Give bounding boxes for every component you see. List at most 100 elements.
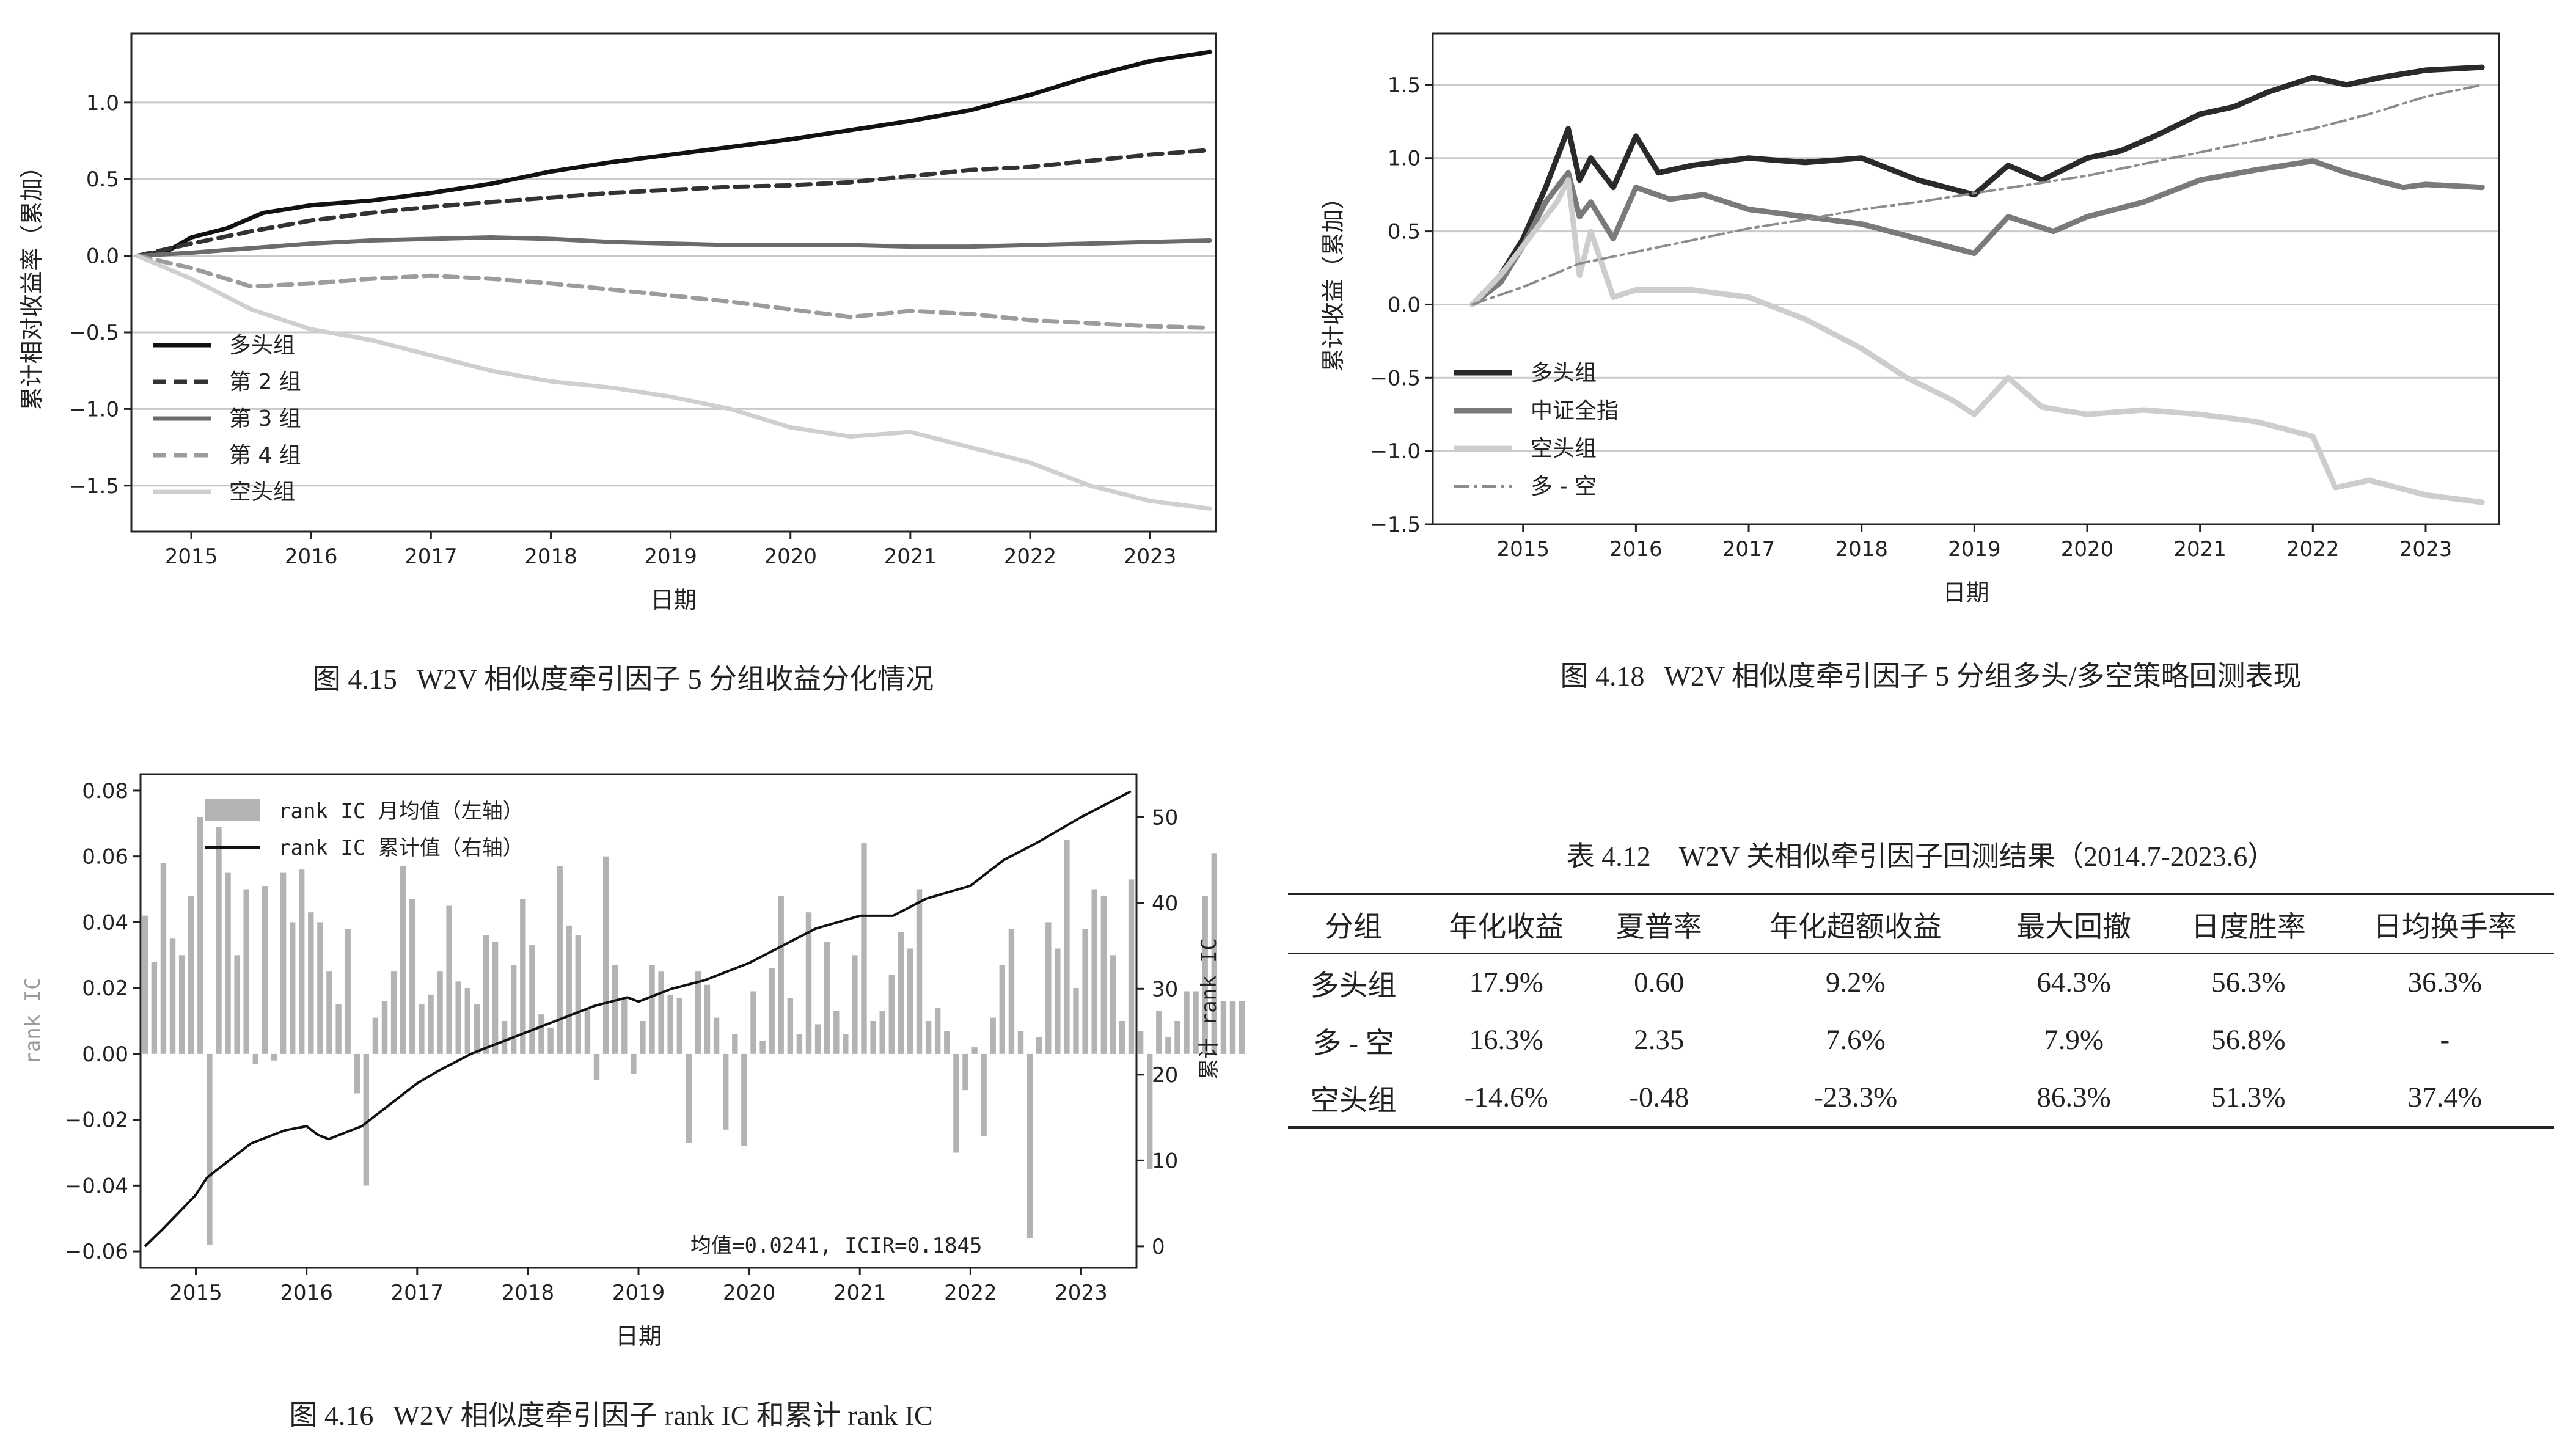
ic-bar (1147, 1053, 1153, 1169)
table-title: 表 4.12 W2V 关相似牵引因子回测结果（2014.7-2023.6） (1566, 841, 2276, 872)
ic-bar (1026, 1053, 1033, 1238)
ic-bar (216, 827, 222, 1054)
ic-bar (981, 1053, 987, 1136)
ic-bar (741, 1053, 747, 1146)
x-tick-label: 2018 (502, 1281, 555, 1305)
x-tick-label: 2015 (169, 1281, 222, 1305)
caption-number: 图 4.16 (289, 1400, 374, 1431)
ic-bar (1137, 1031, 1144, 1054)
ic-bar (207, 1053, 213, 1245)
series-line (1469, 177, 2485, 505)
legend-label: 多头组 (1531, 360, 1597, 386)
table-cell: 17.9% (1469, 967, 1543, 998)
table-cell: 2.35 (1634, 1024, 1685, 1056)
col-header: 年化超额收益 (1724, 893, 1987, 954)
ic-bar (898, 932, 904, 1054)
table-row: 多头组 17.9% 0.60 9.2% 64.3% 56.3% 36.3% (1288, 953, 2554, 1011)
y2-axis-label: 累计 rank IC (1197, 938, 1221, 1080)
ic-bar (658, 971, 664, 1054)
ic-bar (188, 896, 194, 1054)
ic-bar (962, 1053, 968, 1091)
ic-bar (1174, 1021, 1180, 1054)
ic-bar (676, 998, 682, 1054)
col-header: 日度胜率 (2161, 893, 2336, 954)
x-tick-label: 2022 (2286, 537, 2340, 562)
ic-bar (335, 1004, 342, 1054)
ic-bar (326, 971, 332, 1054)
ic-bar (1045, 922, 1052, 1054)
ic-bar (1156, 1011, 1162, 1054)
ic-bar (547, 1027, 554, 1054)
x-tick-label: 2023 (2399, 537, 2453, 562)
legend-label: 第 2 组 (229, 370, 301, 395)
x-tick-label: 2015 (1496, 537, 1550, 562)
ic-bar (778, 896, 784, 1054)
y-tick-label: 1.0 (1388, 147, 1421, 171)
ic-bar (197, 817, 203, 1054)
ic-bar (308, 912, 314, 1054)
ic-bar (446, 905, 452, 1054)
ic-bar (704, 984, 711, 1054)
ic-bar (879, 1011, 885, 1054)
ic-bar (1055, 948, 1061, 1054)
ic-bar (843, 1034, 849, 1054)
y-tick-label: 1.0 (86, 91, 119, 115)
table-row: 多 - 空 16.3% 2.35 7.6% 7.9% 56.8% - (1288, 1011, 2554, 1069)
y-axis-label: rank IC (21, 977, 45, 1064)
series-line (1471, 83, 2484, 306)
legend-label: 多头组 (229, 333, 295, 358)
ic-bar (713, 1017, 720, 1054)
table-cell: 9.2% (1825, 967, 1886, 998)
ic-bar (888, 975, 895, 1054)
x-tick-label: 2016 (280, 1281, 333, 1305)
ic-bar (390, 971, 397, 1054)
ic-bar (280, 872, 287, 1054)
y2-tick-label: 10 (1152, 1149, 1178, 1173)
results-table: 分组 年化收益 夏普率 年化超额收益 最大回撤 日度胜率 日均换手率 多头组 1… (1288, 893, 2554, 1129)
ic-bar (1064, 840, 1070, 1054)
y2-tick-label: 20 (1152, 1063, 1178, 1088)
table-cell: 86.3% (1986, 1069, 2161, 1129)
ic-bar (538, 1014, 544, 1054)
x-axis-label: 日期 (650, 587, 697, 613)
ic-bar (796, 1034, 803, 1054)
x-tick-label: 2020 (2061, 537, 2114, 562)
ic-bar (649, 965, 655, 1054)
table-cell: -14.6% (1419, 1069, 1594, 1129)
y-tick-label: −1.0 (1370, 439, 1421, 464)
ic-bar (317, 922, 323, 1054)
ic-bar (907, 948, 913, 1054)
x-tick-label: 2021 (884, 544, 937, 569)
y-tick-label: −0.06 (65, 1240, 128, 1264)
y-tick-label: 0.02 (82, 976, 128, 1001)
x-axis-label: 日期 (1942, 579, 1989, 606)
ic-bar (695, 971, 701, 1054)
y-tick-label: −1.5 (68, 474, 119, 499)
caption-fig-4-15: 图 4.15 W2V 相似度牵引因子 5 分组收益分化情况 (73, 657, 1173, 697)
table-cell: 空头组 (1288, 1069, 1419, 1129)
ic-bar (483, 935, 489, 1054)
caption-text: W2V 相似度牵引因子 rank IC 和累计 rank IC (393, 1400, 933, 1431)
ic-bar (732, 1034, 738, 1054)
series-line (135, 148, 1212, 258)
x-tick-label: 2016 (1609, 537, 1663, 562)
ic-bar (1082, 929, 1088, 1054)
series-line (135, 254, 1212, 330)
ic-bar (160, 863, 167, 1054)
table-cell: 64.3% (2036, 967, 2111, 998)
stats-annotation: 均值=0.0241, ICIR=0.1845 (690, 1234, 982, 1258)
legend-label: 第 4 组 (229, 443, 301, 468)
ic-bar (1184, 991, 1190, 1054)
ic-bar (750, 991, 756, 1054)
y-tick-label: −1.5 (1370, 513, 1421, 537)
ic-bar (1211, 853, 1217, 1054)
x-tick-label: 2020 (723, 1281, 776, 1305)
table-cell: 0.60 (1634, 967, 1685, 998)
ic-bar (243, 889, 249, 1054)
table-cell: 7.9% (2044, 1024, 2104, 1056)
y-tick-label: −0.04 (65, 1174, 128, 1198)
y2-tick-label: 50 (1152, 805, 1178, 830)
ic-bar (437, 971, 443, 1054)
ic-bar (584, 1008, 591, 1054)
col-header: 夏普率 (1594, 893, 1725, 954)
